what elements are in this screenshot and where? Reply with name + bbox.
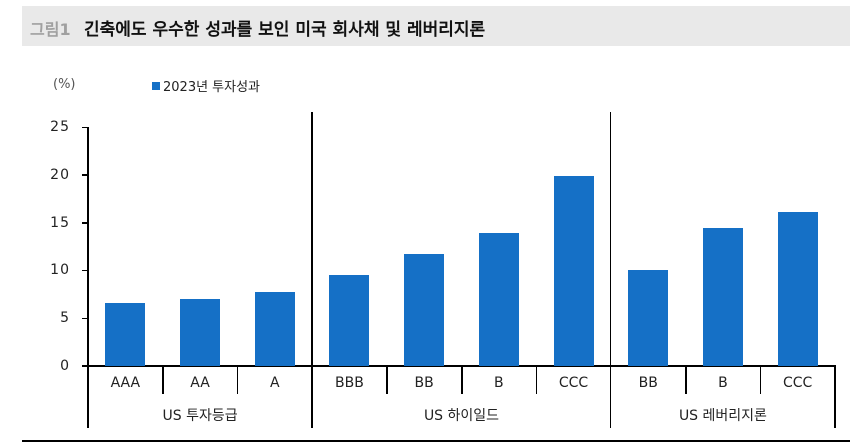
right-edge-line — [834, 365, 836, 428]
y-tick-mark — [82, 317, 88, 320]
chart-title: 긴축에도 우수한 성과를 보인 미국 회사채 및 레버리지론 — [84, 20, 486, 40]
bottom-rule — [22, 440, 850, 442]
y-tick-mark — [82, 126, 88, 128]
y-tick-label: 20 — [50, 166, 70, 183]
x-category-label: B — [718, 375, 728, 391]
legend-swatch-icon — [152, 81, 160, 90]
x-category-label: BBB — [335, 375, 364, 391]
y-axis-line — [87, 127, 89, 428]
y-tick-label: 0 — [60, 358, 70, 374]
category-divider — [386, 366, 388, 394]
category-divider — [162, 366, 164, 394]
bar — [777, 212, 818, 366]
group-divider — [311, 112, 313, 428]
x-category-label: CCC — [558, 375, 589, 391]
x-category-label: BB — [638, 375, 658, 391]
x-group-label: US 하이일드 — [423, 408, 500, 424]
x-category-label: AA — [190, 375, 210, 391]
bar — [404, 254, 445, 366]
bar — [105, 302, 146, 366]
x-group-label: US 투자등급 — [162, 408, 238, 424]
y-tick-label: 15 — [50, 214, 70, 231]
bar — [702, 228, 743, 366]
category-divider — [461, 366, 463, 394]
category-divider — [759, 366, 762, 394]
figure-label: 그림1 — [30, 20, 71, 39]
y-tick-label: 5 — [60, 310, 70, 327]
bar — [180, 299, 221, 366]
x-category-label: A — [269, 375, 280, 391]
y-tick-label: 10 — [50, 262, 70, 279]
y-tick-mark — [82, 269, 88, 272]
y-tick-mark — [82, 174, 88, 176]
x-category-label: BB — [414, 375, 434, 391]
bar — [254, 292, 295, 366]
bar — [628, 270, 669, 366]
title-bar: 그림1 긴축에도 우수한 성과를 보인 미국 회사채 및 레버리지론 — [22, 6, 850, 46]
x-category-label: CCC — [782, 375, 813, 391]
category-divider — [535, 366, 538, 394]
bar — [553, 175, 594, 366]
x-category-label: B — [494, 375, 504, 391]
category-divider — [685, 366, 687, 394]
bar — [329, 275, 370, 366]
legend-label: 2023년 투자성과 — [163, 80, 261, 95]
group-divider — [609, 112, 612, 428]
bar — [478, 233, 519, 366]
y-axis-unit: (%) — [53, 77, 76, 92]
y-tick-label: 25 — [50, 119, 70, 135]
category-divider — [236, 366, 239, 394]
x-axis-line — [82, 365, 835, 367]
legend: 2023년 투자성과 — [152, 76, 260, 95]
x-category-label: AAA — [110, 375, 141, 391]
x-group-label: US 레버리지론 — [678, 408, 767, 424]
y-tick-mark — [82, 222, 88, 224]
